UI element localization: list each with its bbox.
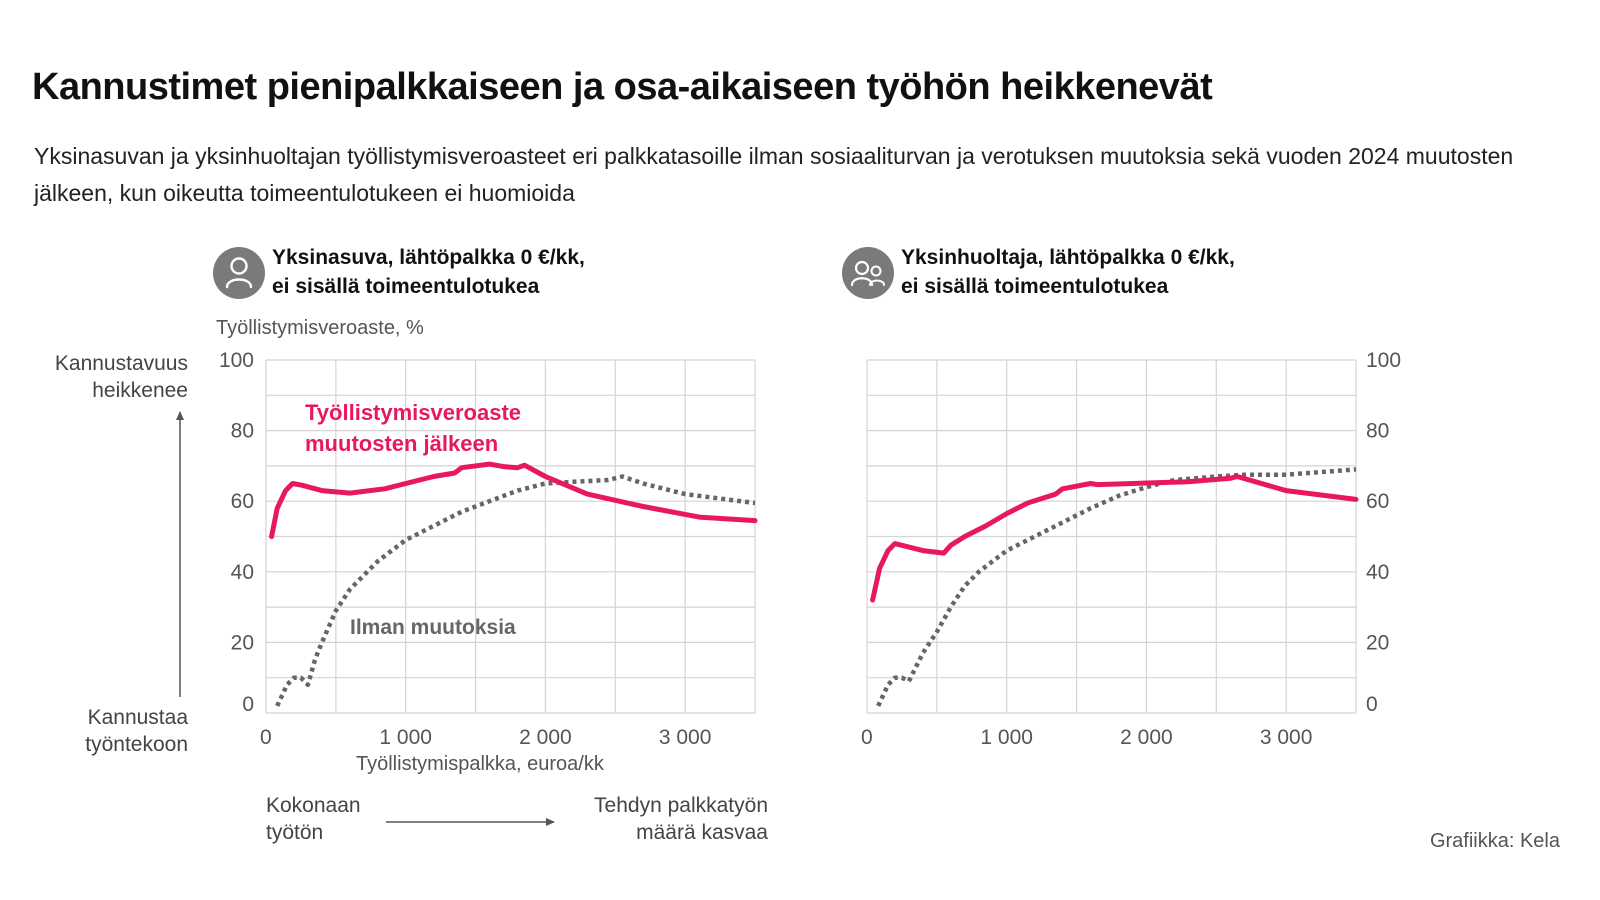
y-tick-label: 20 bbox=[1366, 631, 1389, 654]
direction-left-line2: työtön bbox=[266, 821, 323, 844]
source-credit: Grafiikka: Kela bbox=[1429, 830, 1560, 852]
y-tick-label: 80 bbox=[231, 420, 254, 443]
chart-left-plot: 0 20 40 60 80 100 0 1 000 2 000 3 000 bbox=[219, 349, 758, 749]
chart-right-header: Yksinhuoltaja, lähtöpalkka 0 €/kk, ei si… bbox=[842, 246, 1235, 299]
chart-left-header: Yksinasuva, lähtöpalkka 0 €/kk, ei sisäl… bbox=[213, 246, 585, 299]
chart-right-plot: 0 20 40 60 80 100 0 1 000 2 000 3 000 bbox=[861, 349, 1401, 749]
direction-down-line1: Kannustaa bbox=[88, 706, 189, 729]
x-tick-label: 1 000 bbox=[379, 726, 432, 749]
direction-up-line1: Kannustavuus bbox=[55, 352, 188, 375]
x-tick-label: 2 000 bbox=[1120, 726, 1173, 749]
page-subtitle: Yksinasuvan ja yksinhuoltajan työllistym… bbox=[34, 143, 1514, 206]
series-line-after-changes bbox=[269, 461, 758, 539]
direction-up-line2: heikkenee bbox=[92, 379, 188, 402]
x-tick-label: 0 bbox=[861, 726, 873, 749]
direction-left-line1: Kokonaan bbox=[266, 794, 361, 817]
y-tick-label: 40 bbox=[1366, 561, 1389, 584]
direction-right-line2: määrä kasvaa bbox=[636, 821, 768, 844]
y-tick-label: 0 bbox=[242, 693, 254, 716]
chart-right-title-line1: Yksinhuoltaja, lähtöpalkka 0 €/kk, bbox=[901, 246, 1235, 269]
two-persons-icon bbox=[842, 247, 894, 299]
series-label-before: Ilman muutoksia bbox=[350, 616, 516, 639]
series-line-before-changes bbox=[275, 474, 756, 707]
chart-left-title-line1: Yksinasuva, lähtöpalkka 0 €/kk, bbox=[272, 246, 585, 269]
direction-right-line1: Tehdyn palkkatyön bbox=[594, 794, 768, 817]
y-tick-label: 60 bbox=[1366, 490, 1389, 513]
x-tick-label: 1 000 bbox=[980, 726, 1033, 749]
page-title: Kannustimet pienipalkkaiseen ja osa-aika… bbox=[32, 66, 1213, 108]
x-tick-label: 0 bbox=[260, 726, 272, 749]
direction-down-line2: työntekoon bbox=[85, 733, 188, 756]
series-label-after-line1: Työllistymisveroaste bbox=[305, 400, 521, 425]
x-axis-label: Työllistymispalkka, euroa/kk bbox=[356, 753, 605, 775]
y-tick-label: 0 bbox=[1366, 693, 1378, 716]
x-tick-label: 2 000 bbox=[519, 726, 572, 749]
y-axis-label: Työllistymisveroaste, % bbox=[216, 317, 424, 339]
y-tick-label: 100 bbox=[1366, 349, 1401, 372]
y-tick-label: 60 bbox=[231, 490, 254, 513]
chart-left-title-line2: ei sisällä toimeentulotukea bbox=[272, 275, 540, 298]
y-tick-label: 20 bbox=[231, 631, 254, 654]
series-label-after-line2: muutosten jälkeen bbox=[305, 431, 498, 456]
chart-right-title-line2: ei sisällä toimeentulotukea bbox=[901, 275, 1169, 298]
person-icon bbox=[213, 247, 265, 299]
x-tick-label: 3 000 bbox=[1260, 726, 1313, 749]
y-tick-label: 40 bbox=[231, 561, 254, 584]
y-tick-label: 80 bbox=[1366, 420, 1389, 443]
y-tick-label: 100 bbox=[219, 349, 254, 372]
series-line-after-changes bbox=[870, 474, 1359, 603]
x-tick-label: 3 000 bbox=[659, 726, 712, 749]
series-line-before-changes bbox=[876, 467, 1357, 707]
